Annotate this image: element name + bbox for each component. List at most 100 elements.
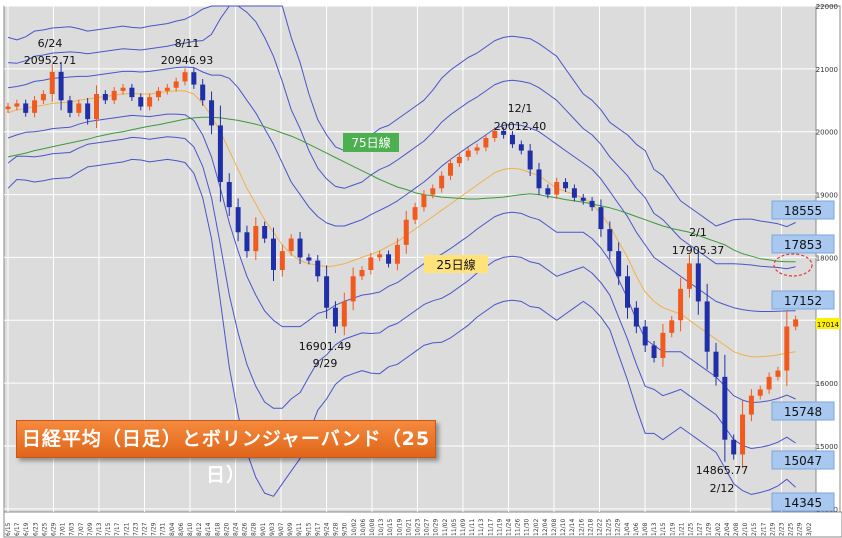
x-tick-label: 11/30 — [524, 519, 531, 536]
candle-up — [456, 156, 462, 164]
x-tick-label: 3/02 — [806, 522, 813, 536]
x-tick-label: 2/29 — [797, 522, 804, 536]
candle-up — [439, 175, 445, 189]
x-tick-label: 9/07 — [278, 522, 285, 536]
candle-up — [253, 226, 259, 252]
x-tick-label: 6/17 — [14, 522, 21, 536]
x-tick-label: 11/24 — [506, 519, 513, 536]
x-tick-label: 9/09 — [287, 522, 294, 536]
annotation-label-line1: 2/1 — [689, 226, 707, 239]
x-tick-label: 9/03 — [269, 522, 276, 536]
candle-down — [129, 87, 135, 98]
x-tick-label: 10/29 — [433, 519, 440, 536]
candle-down — [695, 263, 701, 302]
band-value-label: 17853 — [784, 238, 822, 252]
x-tick-label: 2/02 — [715, 522, 722, 536]
x-tick-label: 12/25 — [606, 519, 613, 536]
ma75-label: 75日線 — [351, 135, 390, 150]
x-tick-label: 12/08 — [551, 519, 558, 536]
annotation-label-line1: 16901.49 — [299, 340, 352, 353]
candle-down — [191, 72, 197, 85]
x-tick-label: 10/19 — [396, 519, 403, 536]
band-value-box — [771, 290, 835, 310]
candle-up — [483, 138, 489, 148]
x-tick-label: 10/21 — [405, 519, 412, 536]
candle-up — [465, 150, 471, 157]
x-tick-label: 7/09 — [87, 522, 94, 536]
x-tick-label: 2/15 — [751, 522, 758, 536]
candle-down — [315, 260, 321, 277]
candle-down — [633, 307, 639, 327]
x-tick-label: 12/10 — [560, 519, 567, 536]
candle-down — [731, 439, 737, 455]
x-tick-label: 11/13 — [478, 519, 485, 536]
candle-down — [386, 254, 392, 264]
x-tick-label: 2/23 — [779, 522, 786, 536]
x-tick-label: 11/26 — [515, 519, 522, 536]
x-tick-label: 8/14 — [205, 522, 212, 536]
x-tick-label: 1/27 — [697, 522, 704, 536]
ma25-label-box — [424, 255, 488, 273]
candle-up — [492, 130, 498, 138]
x-tick-label: 10/15 — [387, 519, 394, 536]
x-tick-label: 12/02 — [533, 519, 540, 536]
x-tick-label: 8/20 — [223, 522, 230, 536]
candle-up — [394, 244, 400, 264]
candle-up — [793, 319, 799, 327]
y-tick-label: 20000 — [816, 129, 838, 137]
candle-down — [625, 276, 630, 308]
candle-up — [279, 251, 285, 270]
x-tick-label: 12/29 — [615, 519, 622, 536]
band-value-label: 15748 — [784, 405, 822, 419]
candle-down — [518, 144, 524, 151]
highlight-ellipse — [773, 253, 813, 277]
x-tick-label: 9/11 — [296, 522, 303, 536]
x-tick-label: 7/13 — [96, 522, 103, 536]
x-tick-label: 1/13 — [651, 522, 658, 536]
chart-title: 日経平均（日足）とボリンジャーバンド（25日） — [16, 420, 436, 486]
annotation-label-line2: 2/12 — [710, 482, 735, 495]
x-tick-label: 1/15 — [660, 522, 667, 536]
annotation-label-line1: 6/24 — [38, 37, 63, 50]
candle-up — [350, 276, 356, 302]
candle-down — [713, 351, 719, 377]
x-tick-label: 6/29 — [51, 522, 58, 536]
candle-up — [288, 238, 294, 252]
x-tick-label: 9/28 — [333, 522, 340, 536]
candle-down — [580, 197, 586, 201]
x-tick-label: 7/29 — [151, 522, 158, 536]
candle-down — [545, 188, 551, 195]
candle-down — [598, 207, 604, 230]
band-value-box — [771, 234, 835, 254]
candle-down — [209, 100, 215, 126]
candle-up — [173, 81, 179, 88]
x-tick-label: 6/25 — [41, 522, 48, 536]
candle-up — [94, 94, 99, 120]
candle-up — [403, 219, 409, 245]
x-tick-label: 7/03 — [69, 522, 76, 536]
candle-down — [102, 94, 108, 101]
candle-down — [85, 103, 91, 120]
upper-band-2sigma-line — [7, 5, 796, 270]
x-tick-label: 9/30 — [342, 522, 349, 536]
candle-down — [527, 150, 533, 170]
x-tick-label: 8/12 — [196, 522, 203, 536]
candle-up — [377, 254, 383, 258]
x-tick-label: 1/06 — [633, 522, 640, 536]
band-value-box — [771, 450, 835, 470]
band-value-label: 17152 — [784, 294, 822, 308]
x-tick-label: 7/07 — [78, 522, 85, 536]
x-tick-label: 2/04 — [724, 522, 731, 536]
candle-down — [722, 376, 728, 440]
band-value-box — [771, 492, 835, 512]
x-tick-label: 10/13 — [378, 519, 385, 536]
x-tick-label: 1/19 — [669, 522, 676, 536]
candle-down — [704, 301, 710, 352]
candle-up — [40, 94, 46, 101]
x-axis-area — [3, 511, 842, 538]
candle-up — [14, 103, 20, 107]
annotation-label-line1: 14865.77 — [696, 464, 749, 477]
y-tick-label: 22000 — [816, 3, 838, 11]
upper-band-1sigma-line — [7, 66, 796, 312]
